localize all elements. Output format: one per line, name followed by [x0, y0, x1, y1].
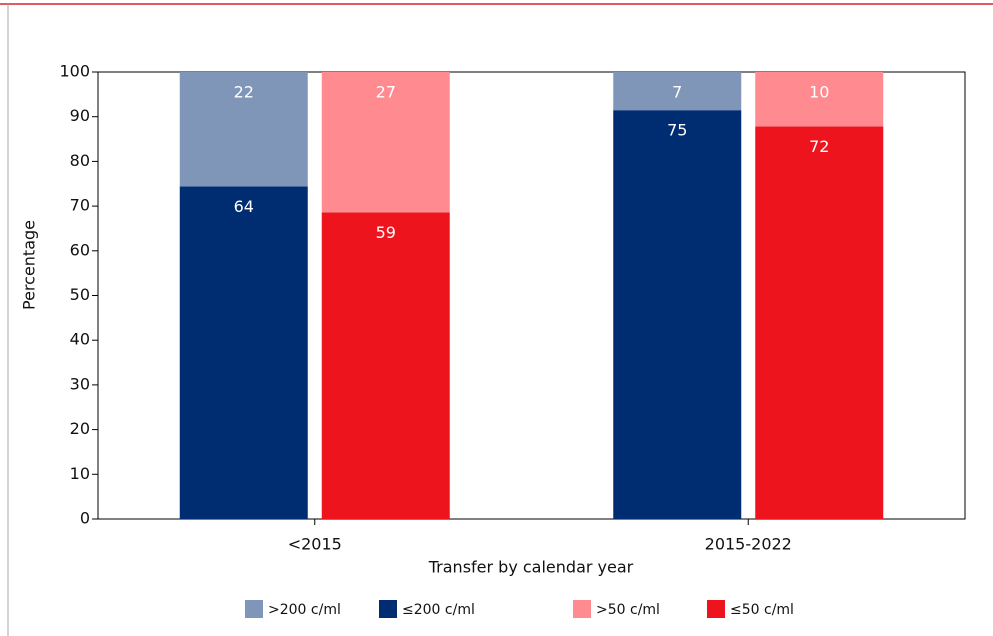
y-axis-label: Percentage: [20, 220, 39, 310]
x-tick-label: 2015-2022: [705, 535, 792, 554]
y-tick-label: 80: [70, 151, 90, 170]
data-label: 22: [234, 83, 254, 102]
y-tick-label: 100: [59, 62, 90, 81]
y-tick-label: 60: [70, 240, 90, 259]
data-label: 64: [234, 197, 254, 216]
data-label: 59: [376, 223, 396, 242]
y-tick-label: 0: [80, 509, 90, 528]
y-tick-label: 20: [70, 419, 90, 438]
x-tick-label: <2015: [288, 535, 342, 554]
data-label: 75: [667, 121, 687, 140]
legend-swatch: [707, 600, 725, 618]
legend-swatch: [245, 600, 263, 618]
bar-segment: [179, 72, 308, 187]
y-tick-label: 90: [70, 106, 90, 125]
legend-swatch: [573, 600, 591, 618]
bar-segment: [755, 72, 884, 127]
legend-label: >50 c/ml: [596, 602, 660, 618]
bar-segment: [321, 212, 450, 519]
y-tick-label: 40: [70, 330, 90, 349]
data-label: 27: [376, 83, 396, 102]
bar-segment: [613, 72, 742, 111]
legend-label: >200 c/ml: [268, 602, 341, 618]
bar-segment: [179, 186, 308, 520]
bar-segment: [613, 110, 742, 519]
bar-segment: [755, 126, 884, 519]
y-tick-label: 30: [70, 374, 90, 393]
y-tick-label: 10: [70, 464, 90, 483]
data-label: 10: [809, 83, 829, 102]
data-label: 72: [809, 137, 829, 156]
y-tick-label: 70: [70, 196, 90, 215]
legend-label: ≤50 c/ml: [730, 602, 794, 618]
x-axis-label: Transfer by calendar year: [428, 558, 634, 577]
legend-swatch: [379, 600, 397, 618]
bar-segment: [321, 72, 450, 213]
data-label: 7: [672, 83, 682, 102]
y-tick-label: 50: [70, 285, 90, 304]
legend-label: ≤200 c/ml: [402, 602, 475, 618]
